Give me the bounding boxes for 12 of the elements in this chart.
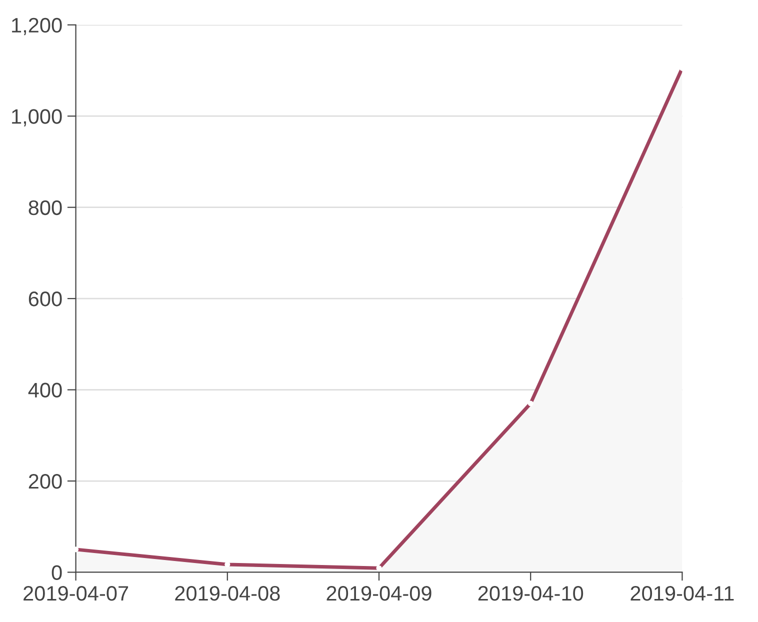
y-tick-label: 1,200	[12, 18, 62, 36]
y-tick-label: 1,000	[12, 109, 62, 126]
y-tick-label: 800	[28, 200, 62, 216]
y-tick-label: 600	[28, 292, 62, 306]
x-tick-label: 2019-04-11	[630, 586, 734, 601]
y-tick-label: 200	[28, 474, 62, 489]
x-tick-label: 2019-04-08	[175, 586, 280, 601]
x-tick-label: 2019-04-09	[326, 586, 432, 601]
x-tick-label: 2019-04-10	[478, 586, 584, 601]
y-tick-label: 400	[28, 382, 62, 398]
y-tick-label: 0	[52, 565, 62, 580]
x-tick-label: 2019-04-07	[24, 586, 128, 601]
